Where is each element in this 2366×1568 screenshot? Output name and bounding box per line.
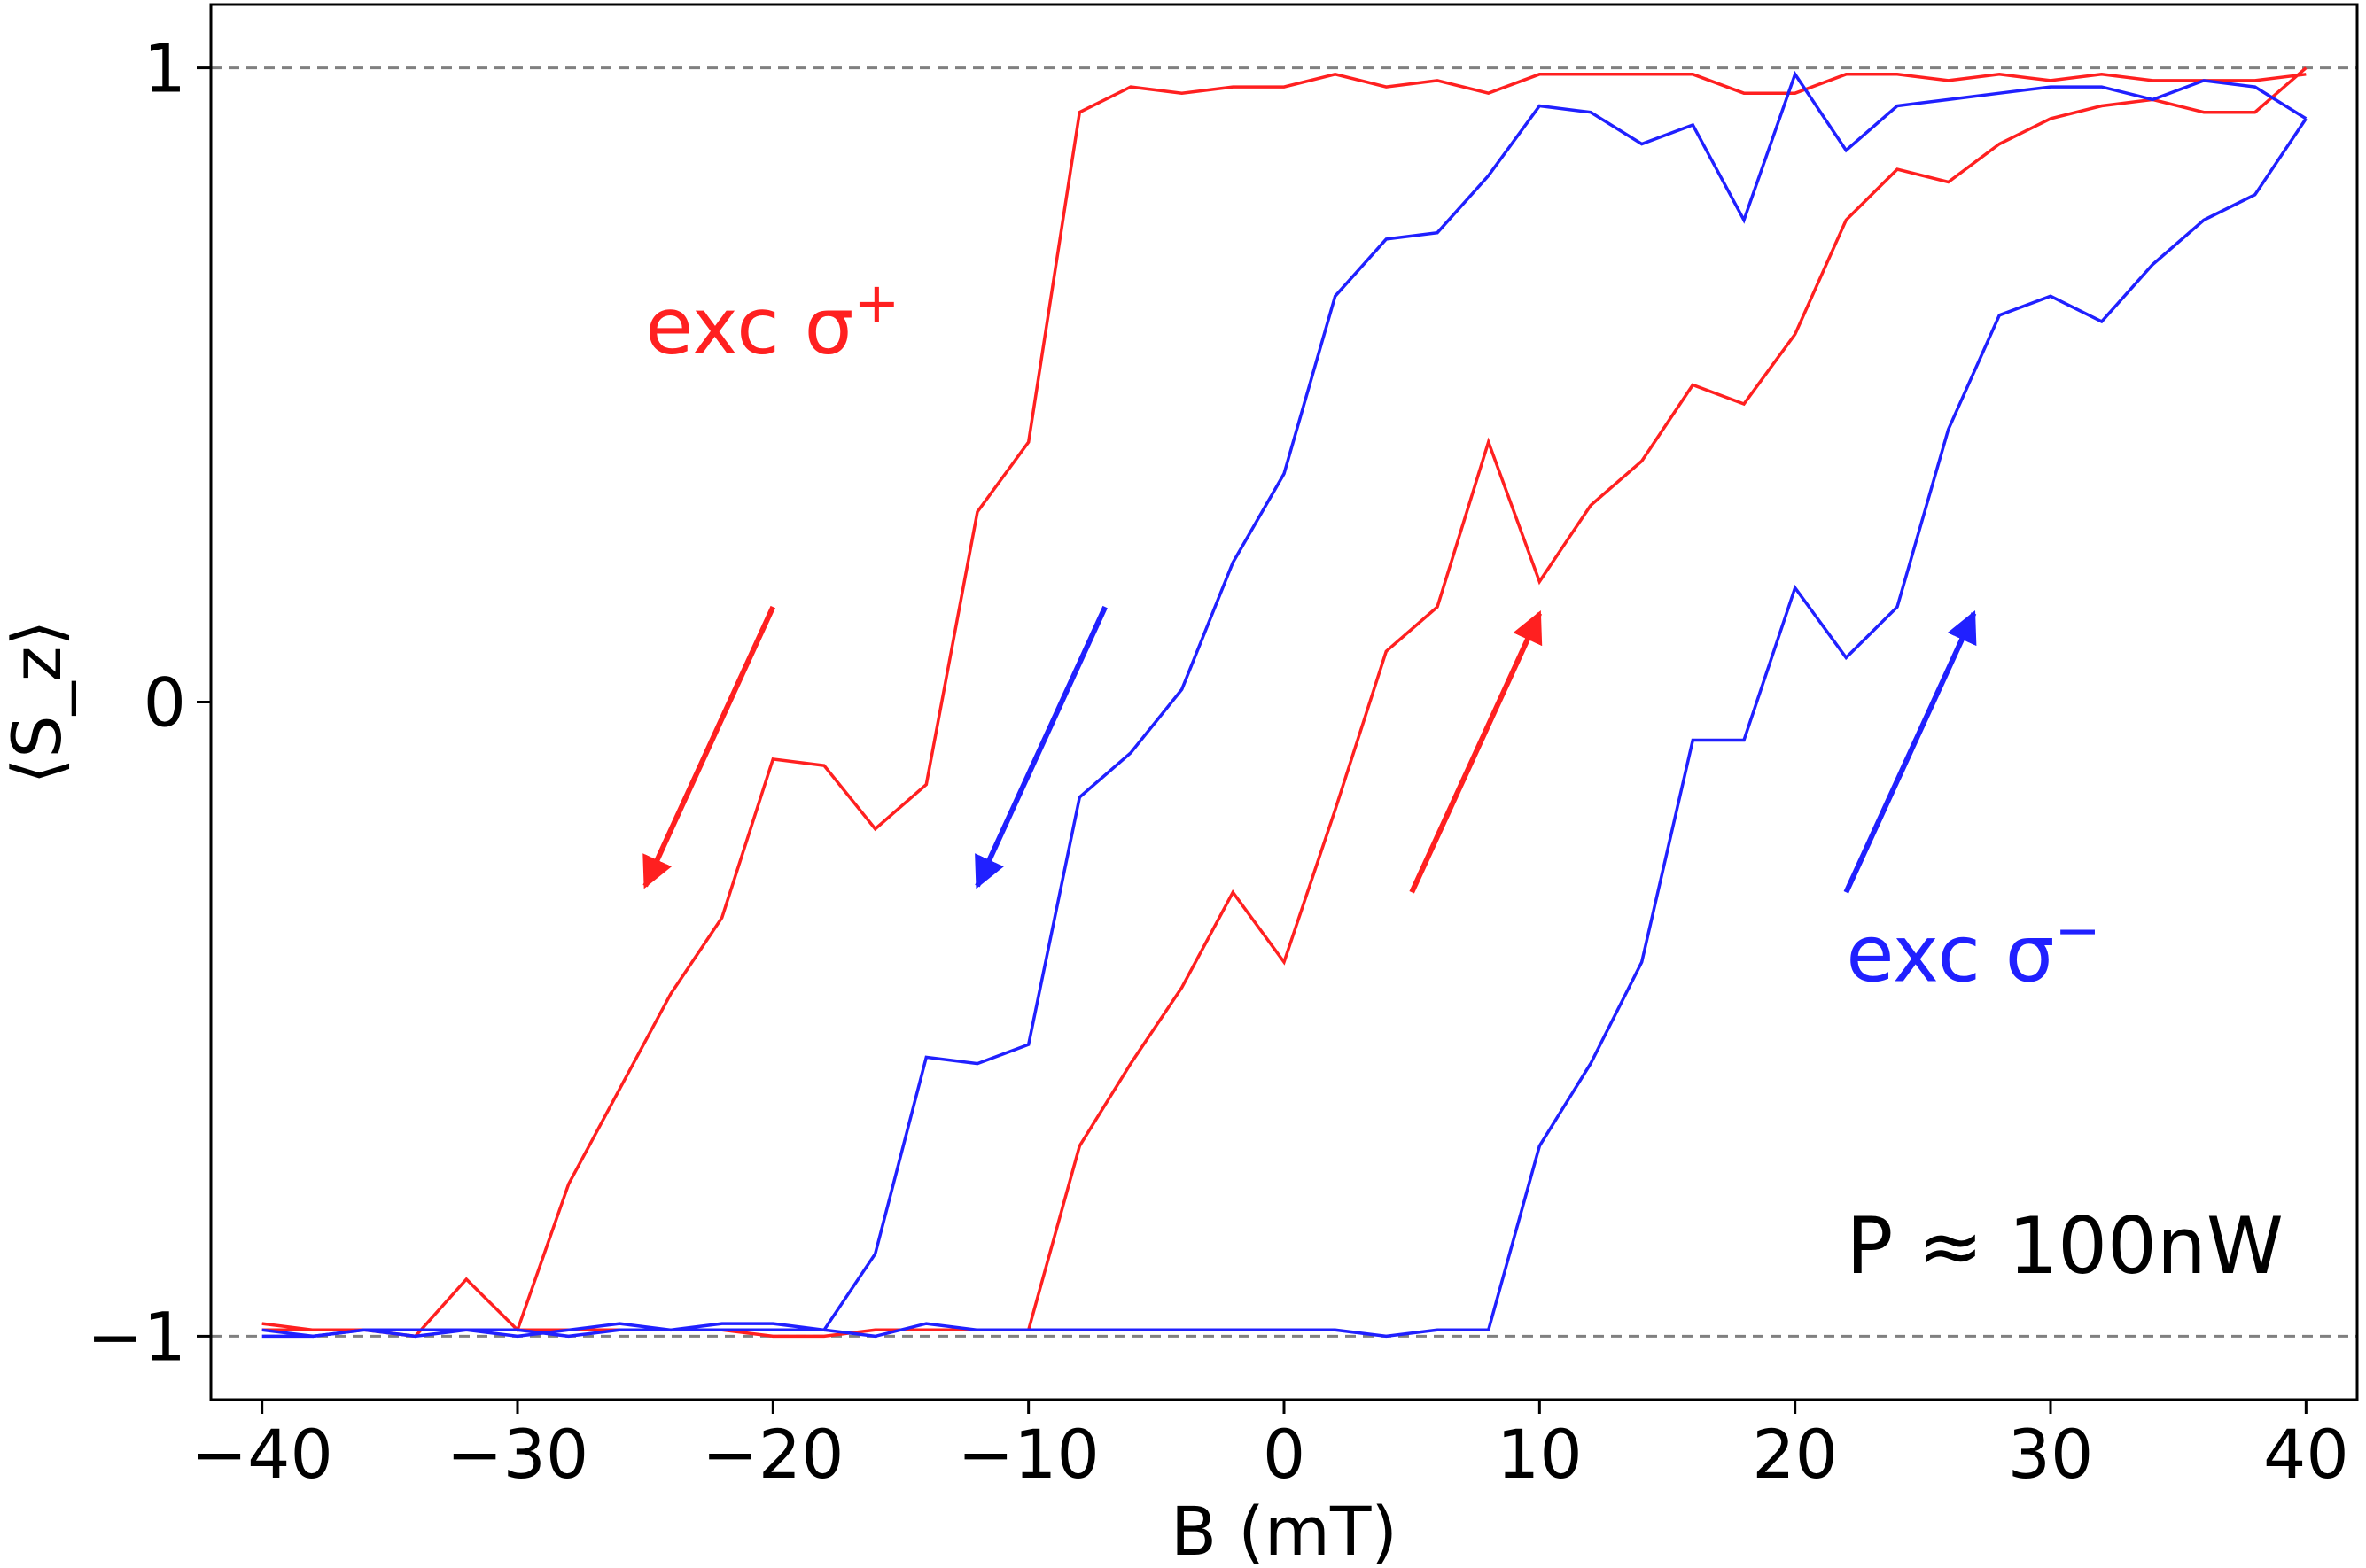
x-tick-label: −30 [447,1415,588,1494]
x-tick-label: 0 [1263,1415,1305,1494]
sweep-arrow-4 [1843,609,1977,894]
x-tick-label: −40 [191,1415,332,1494]
annotation-power: P ≈ 100nW [1846,1200,2284,1292]
plot-frame [209,3,2359,1401]
series-line-4 [261,117,2308,1339]
x-axis-label: B (mT) [1171,1492,1397,1568]
annotation-exc-minus: exc σ− [1846,898,2100,1000]
y-tick-label: −1 [87,1297,186,1376]
sweep-arrow-1 [642,605,776,889]
sweep-arrow-2 [975,605,1108,889]
y-axis-label: ⟨S_z⟩ [0,620,76,784]
x-tick-label: −10 [957,1415,1099,1494]
annotation-exc-plus: exc σ+ [645,270,899,372]
x-tick-label: 30 [2008,1415,2094,1494]
sweep-arrow-3 [1409,609,1543,894]
x-tick-label: 10 [1497,1415,1583,1494]
x-tick-label: 40 [2263,1415,2349,1494]
y-tick-label: 1 [144,29,186,108]
series-line-1 [261,72,2307,1339]
series-line-3 [261,70,2308,1339]
series-line-2 [261,66,2308,1339]
x-tick-label: −20 [702,1415,844,1494]
y-tick-label: 0 [144,664,186,742]
x-tick-label: 20 [1752,1415,1838,1494]
